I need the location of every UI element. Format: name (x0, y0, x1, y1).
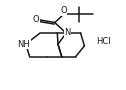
Text: NH: NH (18, 40, 30, 49)
Text: O: O (33, 15, 39, 24)
Text: O: O (60, 6, 67, 15)
Text: N: N (64, 28, 71, 37)
Text: HCl: HCl (96, 37, 111, 46)
